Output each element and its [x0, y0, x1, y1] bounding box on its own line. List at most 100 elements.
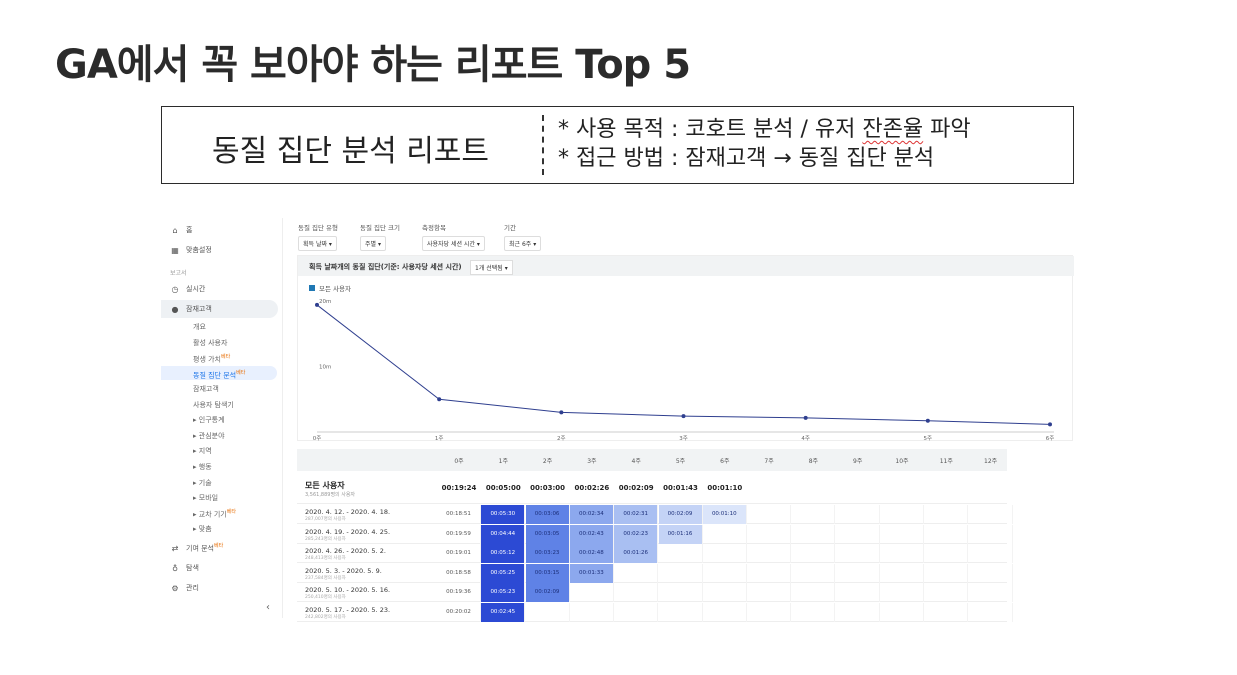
cohort-cell: [747, 544, 792, 563]
cohort-cell: [659, 602, 703, 622]
sidebar-item-admin[interactable]: ⚙ 관리: [160, 580, 280, 596]
cohort-cell: 00:03:15: [525, 563, 570, 583]
caret-right-icon: ▸: [193, 432, 199, 440]
beta-badge: 베타: [221, 354, 231, 360]
data-point: [681, 414, 686, 419]
cohort-row: 2020. 4. 19. - 2020. 4. 25. 285,243명의 사용자…: [297, 524, 1013, 544]
sidebar-item-realtime[interactable]: ◷ 실시간: [160, 281, 280, 297]
purpose-line: * 사용 목적 : 코호트 분석 / 유저 잔존율 파악: [558, 115, 971, 144]
cohort-cell: [924, 583, 969, 602]
attribution-icon: ⇄: [171, 543, 179, 553]
sidebar-sub-technology[interactable]: ▸ 기술: [193, 478, 212, 488]
cohort-cell: [614, 602, 659, 622]
cohort-user-count: 250,410명의 사용자: [305, 595, 346, 600]
filter-label: 동질 집단 크기: [360, 224, 401, 232]
cohort-cell: [791, 544, 836, 563]
clock-icon: ◷: [171, 284, 179, 294]
caret-right-icon: ▸: [193, 447, 199, 455]
sidebar-sub-cross-device[interactable]: ▸ 교차 기기베타: [193, 508, 236, 519]
cohort-cell: [924, 505, 969, 524]
column-header: 12주: [984, 458, 998, 465]
sidebar-label: 관리: [186, 584, 199, 592]
all-users-value: 00:05:00: [485, 484, 521, 492]
cohort-type-select[interactable]: 획득 날짜 ▾: [298, 236, 337, 251]
cohort-row: 2020. 4. 12. - 2020. 4. 18. 287,007명의 사용자…: [297, 505, 1013, 524]
column-header: 11주: [939, 458, 953, 465]
y-tick-label: 10m: [319, 365, 331, 371]
sidebar-item-custom[interactable]: ▦ 맞춤설정: [160, 242, 280, 258]
filter-label: 기간: [504, 224, 516, 232]
cohort-cell: [791, 602, 836, 622]
date-range-select[interactable]: 최근 6주 ▾: [504, 236, 542, 251]
cohort-cell: 00:19:36: [437, 583, 481, 602]
caret-right-icon: ▸: [193, 416, 199, 424]
reports-heading: 보고서: [170, 270, 187, 277]
column-header: 9주: [853, 458, 863, 465]
sidebar-label: 행동: [198, 463, 212, 471]
sidebar-sub-cohort[interactable]: 동질 집단 분석베타: [161, 366, 277, 380]
data-point: [315, 302, 319, 307]
cohort-user-count: 285,243명의 사용자: [305, 536, 346, 542]
cohort-cell: [924, 602, 969, 622]
cohort-cell: [747, 583, 792, 602]
cohort-cell: 00:02:23: [614, 524, 659, 544]
column-header: 4주: [631, 458, 641, 465]
sidebar-label: 잠재고객: [186, 305, 212, 313]
collapse-sidebar-button[interactable]: ‹: [266, 602, 270, 613]
sidebar-sub-demographics[interactable]: ▸ 인구통계: [193, 415, 225, 425]
filter-label: 동질 집단 유형: [298, 224, 339, 232]
cohort-cell: 00:02:45: [481, 602, 526, 622]
sidebar-sub-audiences[interactable]: 잠재고객: [193, 385, 219, 393]
lightbulb-icon: ♁: [172, 563, 178, 573]
cohort-cell: [880, 602, 924, 622]
select-value: 사용자당 세션 시간: [427, 241, 475, 248]
cohort-cell: 00:05:30: [481, 505, 526, 524]
data-point: [925, 418, 930, 423]
cohort-cell: [924, 544, 969, 563]
cohort-cell: [836, 505, 880, 524]
ga-cohort-screenshot: ⌂ 홈 ▦ 맞춤설정 보고서 ◷ 실시간 ● 잠재고객 개요 활성 사용자 평생 가치베…: [160, 218, 1075, 622]
sidebar-sub-mobile[interactable]: ▸ 모바일: [193, 493, 218, 503]
sidebar-sub-geo[interactable]: ▸ 지역: [193, 446, 212, 456]
cohort-cell: 00:02:34: [569, 505, 614, 524]
cohort-cell: [570, 602, 614, 622]
sidebar-item-audience[interactable]: ● 잠재고객: [160, 301, 280, 317]
cohort-cell: 00:19:01: [437, 544, 481, 563]
sidebar-sub-active-users[interactable]: 활성 사용자: [193, 339, 228, 347]
sidebar-item-attribution[interactable]: ⇄ 기여 분석베타: [160, 540, 280, 556]
cohort-cell: 00:18:58: [437, 563, 481, 583]
series-select[interactable]: 1개 선택됨 ▾: [470, 260, 513, 275]
cohort-cell: 00:03:05: [525, 524, 570, 544]
sidebar-label: 홈: [186, 226, 193, 234]
series-line: [316, 304, 1051, 425]
chevron-down-icon: ▾: [328, 241, 332, 248]
caret-right-icon: ▸: [193, 494, 199, 502]
column-header: 1주: [498, 458, 508, 465]
filter-cohort-type: 동질 집단 유형 획득 날짜 ▾: [298, 222, 338, 251]
sidebar-sub-overview[interactable]: 개요: [193, 323, 206, 331]
cohort-cell: [614, 583, 659, 602]
sidebar-sub-custom[interactable]: ▸ 맞춤: [193, 524, 212, 534]
sidebar-sub-interests[interactable]: ▸ 관심분야: [193, 431, 225, 441]
cohort-cell: [969, 524, 1013, 544]
sidebar-label: 인구통계: [198, 416, 225, 424]
sidebar-item-home[interactable]: ⌂ 홈: [160, 222, 280, 238]
sidebar-sub-lifetime-value[interactable]: 평생 가치베타: [193, 353, 230, 364]
chart-header: 획득 날짜개의 동질 집단(기준: 사용자당 세션 시간) 1개 선택됨 ▾: [298, 256, 1074, 276]
sidebar-sub-user-explorer[interactable]: 사용자 탐색기: [193, 401, 234, 409]
cohort-size-select[interactable]: 주별 ▾: [360, 236, 386, 251]
cohort-row: 2020. 4. 26. - 2020. 5. 2. 248,413명의 사용자 0…: [297, 544, 1013, 563]
cohort-cell: [836, 563, 880, 583]
cohort-cell: [659, 544, 703, 563]
sidebar-sub-behavior[interactable]: ▸ 행동: [193, 462, 212, 472]
sidebar-label: 모바일: [198, 494, 219, 502]
cohort-cell: [703, 583, 747, 602]
cohort-cell: [969, 544, 1013, 563]
sidebar-item-discover[interactable]: ♁ 탐색: [160, 560, 280, 576]
select-value: 주별: [365, 241, 377, 248]
cohort-cell: [836, 524, 880, 544]
metric-select[interactable]: 사용자당 세션 시간 ▾: [422, 236, 485, 251]
cohort-date-range: 2020. 5. 10. - 2020. 5. 16.: [305, 586, 391, 594]
table-header: 0주 1주 2주 3주 4주 5주 6주 7주 8주 9주 10주 11주 12주: [297, 449, 1007, 471]
y-tick-label: 20m: [319, 299, 331, 305]
